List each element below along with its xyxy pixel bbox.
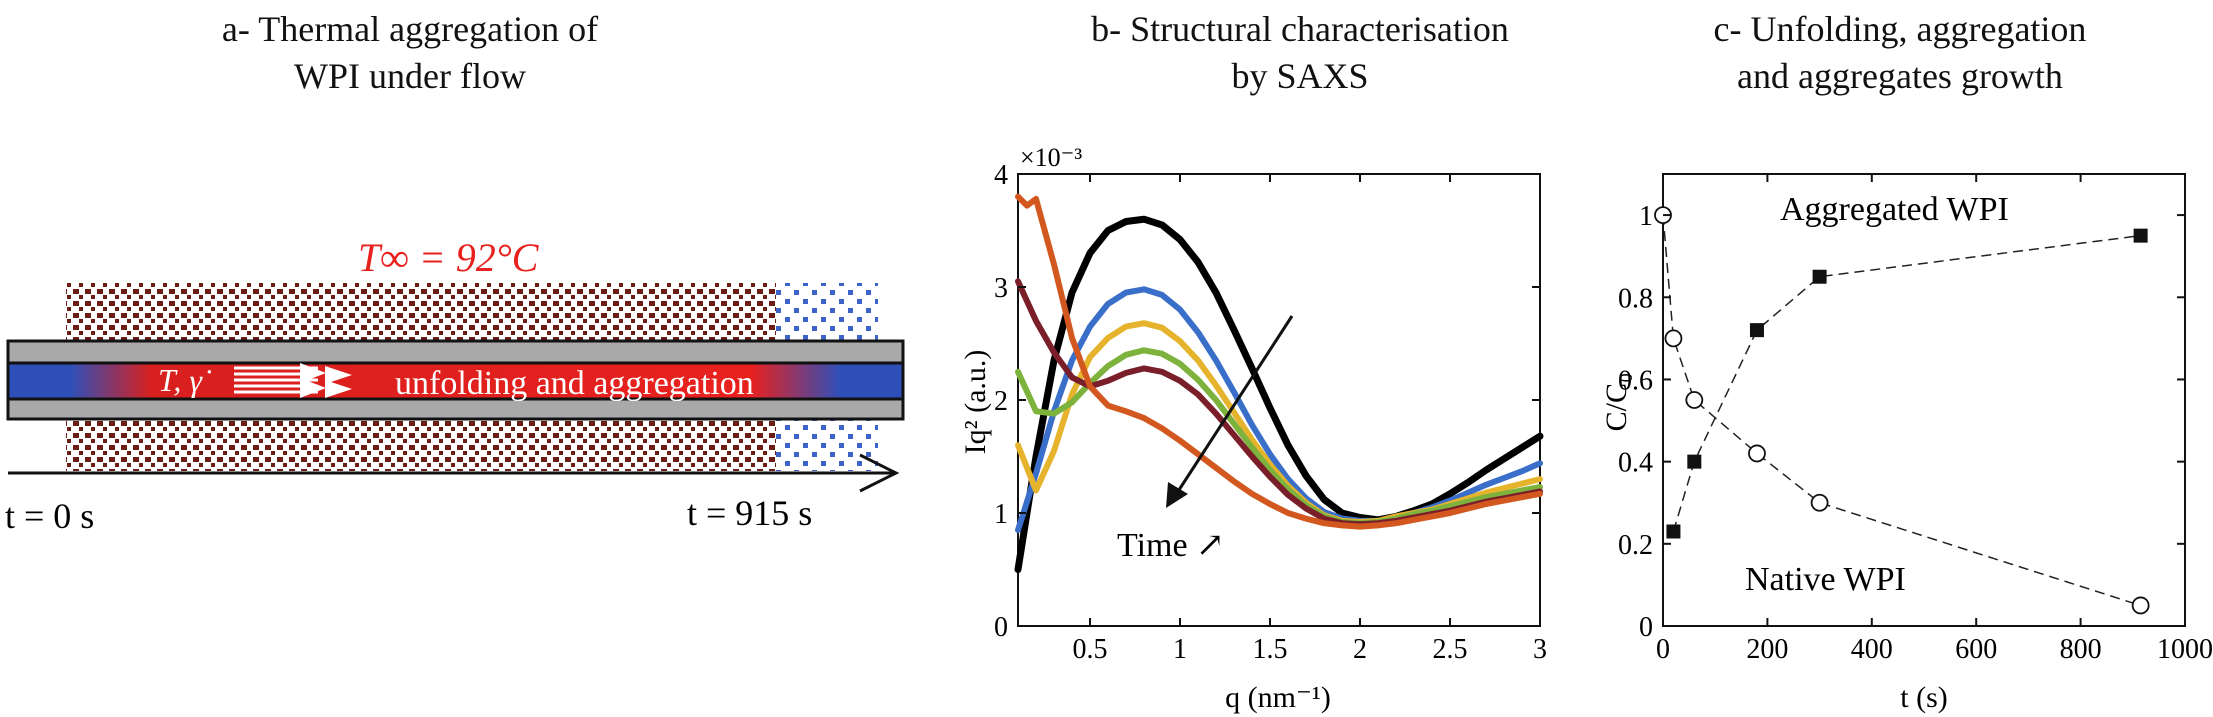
panel-a-title-line2: WPI under flow bbox=[294, 56, 526, 96]
saxs-series-line bbox=[1015, 193, 1543, 530]
native-point bbox=[1664, 329, 1683, 348]
process-label: unfolding and aggregation bbox=[395, 365, 754, 402]
concentration-y-tick-label: 0.2 bbox=[1618, 530, 1653, 561]
saxs-y-tick-label: 3 bbox=[994, 273, 1008, 304]
time-end-label: t = 915 s bbox=[687, 493, 812, 533]
saxs-y-tick-label: 2 bbox=[994, 386, 1008, 417]
concentration-y-tick-label: 1 bbox=[1639, 201, 1653, 232]
saxs-ticks: 0.5 1 1.5 2 2.5 3 0 1 2 3 4 bbox=[994, 160, 1547, 665]
panel-b-title: b- Structural characterisation by SAXS bbox=[1010, 6, 1590, 100]
saxs-time-annotation: Time ↗ bbox=[1117, 527, 1225, 564]
native-point bbox=[2131, 596, 2150, 615]
time-start-label: t = 0 s bbox=[5, 496, 94, 536]
panel-c-title-line1: c- Unfolding, aggregation bbox=[1713, 9, 2087, 49]
time-axis-arrow-icon bbox=[859, 453, 900, 493]
aggregated-point bbox=[1812, 269, 1827, 284]
native-point bbox=[1685, 391, 1704, 409]
native-point bbox=[1810, 493, 1829, 512]
concentration-x-tick-label: 200 bbox=[1746, 634, 1788, 665]
panel-a-title-line1: a- Thermal aggregation of bbox=[221, 9, 599, 49]
saxs-x-tick-label: 2 bbox=[1353, 634, 1367, 665]
temperature-label: T∞ = 92°C bbox=[358, 235, 540, 280]
native-series-label: Native WPI bbox=[1745, 561, 1906, 598]
tube-wall-top bbox=[6, 339, 905, 365]
saxs-x-tick-label: 0.5 bbox=[1073, 634, 1108, 665]
concentration-chart: 0 200 400 600 800 1000 0 0.2 0.4 0.6 0.8 1 Aggregat… bbox=[1600, 173, 2213, 714]
panel-c-title: c- Unfolding, aggregation and aggregates… bbox=[1620, 6, 2180, 100]
saxs-series-line bbox=[1014, 215, 1544, 573]
saxs-x-tick-label: 1 bbox=[1173, 634, 1187, 665]
concentration-y-tick-label: 0.6 bbox=[1618, 365, 1653, 396]
concentration-y-tick-label: 0.8 bbox=[1618, 283, 1653, 314]
aggregated-series-label: Aggregated WPI bbox=[1780, 191, 2009, 228]
fluid-channel bbox=[6, 361, 905, 401]
concentration-plot-frame bbox=[1662, 173, 2186, 627]
panel-a-title: a- Thermal aggregation of WPI under flow bbox=[160, 6, 660, 100]
aggregated-point bbox=[1687, 454, 1702, 469]
time-arrow-head-icon bbox=[1166, 482, 1188, 508]
concentration-y-tick-label: 0.4 bbox=[1618, 448, 1653, 479]
saxs-series-line bbox=[1015, 286, 1543, 533]
concentration-series-group bbox=[1654, 206, 2150, 615]
saxs-chart: 0.5 1 1.5 2 2.5 3 0 1 2 3 4 ×10⁻³ q (nm⁻¹) Iq² (a.… bbox=[959, 143, 1547, 714]
cooling-zone-top bbox=[776, 283, 878, 341]
time-arrow bbox=[1175, 315, 1294, 494]
concentration-x-axis-label: t (s) bbox=[1900, 681, 1948, 714]
aggregated-point bbox=[1666, 524, 1681, 539]
concentration-ticks: 0 200 400 600 800 1000 0 0.2 0.4 0.6 0.8 1 bbox=[1618, 174, 2213, 665]
concentration-series-line bbox=[1672, 234, 2141, 532]
heating-zone-bottom bbox=[66, 417, 776, 471]
concentration-y-tick-label: 0 bbox=[1639, 612, 1653, 643]
concentration-x-tick-label: 1000 bbox=[2157, 634, 2213, 665]
aggregated-point bbox=[2133, 228, 2148, 243]
concentration-x-tick-label: 0 bbox=[1656, 634, 1670, 665]
saxs-y-tick-label: 1 bbox=[994, 499, 1008, 530]
saxs-x-tick-label: 3 bbox=[1533, 634, 1547, 665]
saxs-series-line bbox=[1015, 347, 1543, 527]
saxs-x-tick-label: 1.5 bbox=[1253, 634, 1288, 665]
aggregated-point bbox=[1749, 323, 1764, 338]
panel-b-title-line1: b- Structural characterisation bbox=[1091, 9, 1509, 49]
flow-arrow-icon bbox=[300, 363, 352, 398]
saxs-y-multiplier: ×10⁻³ bbox=[1020, 143, 1082, 172]
flow-schematic: T, γ̇ unfolding and aggregation T∞ = 92°… bbox=[5, 235, 905, 536]
concentration-x-tick-label: 400 bbox=[1851, 634, 1893, 665]
concentration-x-tick-label: 800 bbox=[2060, 634, 2102, 665]
concentration-x-tick-label: 600 bbox=[1955, 634, 1997, 665]
concentration-series-line bbox=[1662, 215, 2141, 607]
heating-zone-top bbox=[66, 283, 776, 341]
panel-b-title-line2: by SAXS bbox=[1231, 56, 1369, 96]
tube-wall-bottom bbox=[6, 397, 905, 421]
saxs-x-tick-label: 2.5 bbox=[1433, 634, 1468, 665]
saxs-y-tick-label: 0 bbox=[994, 612, 1008, 643]
saxs-series-group bbox=[1014, 193, 1544, 573]
cooling-zone-bottom bbox=[776, 417, 878, 471]
concentration-y-axis-label: C/C₀ bbox=[1600, 373, 1633, 432]
panel-c-title-line2: and aggregates growth bbox=[1737, 56, 2063, 96]
saxs-x-axis-label: q (nm⁻¹) bbox=[1225, 681, 1331, 714]
native-point bbox=[1748, 444, 1766, 463]
saxs-y-tick-label: 4 bbox=[994, 160, 1008, 191]
saxs-y-axis-label: Iq² (a.u.) bbox=[959, 350, 992, 455]
